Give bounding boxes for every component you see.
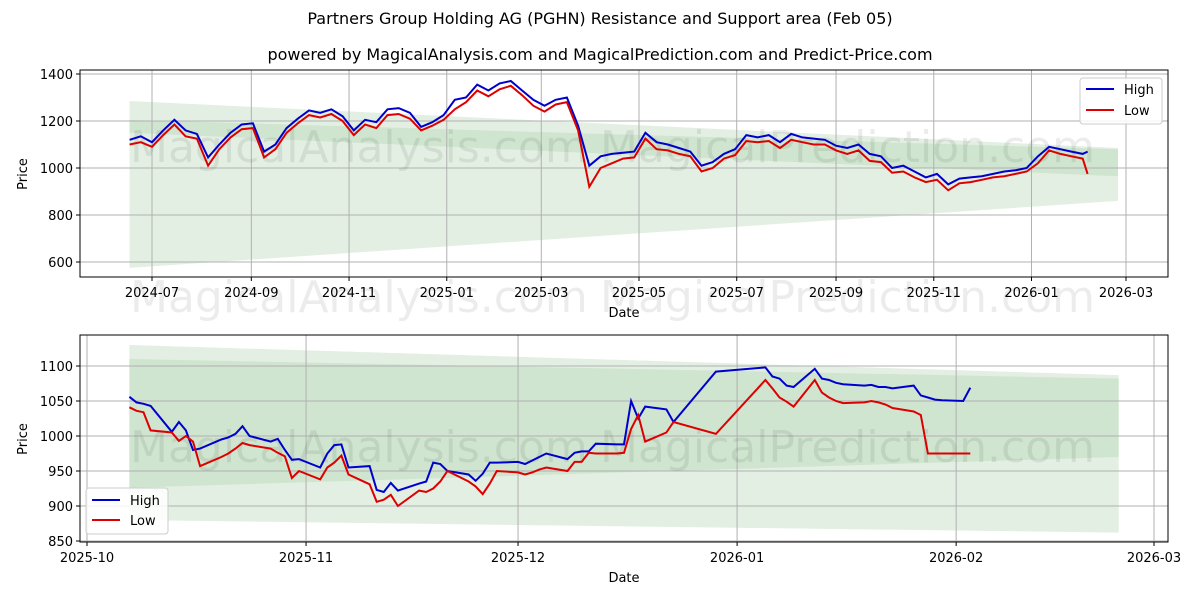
y-tick-label: 1000 [40, 162, 73, 177]
low-series-line [129, 84, 1089, 192]
y-tick-label: 1000 [40, 430, 73, 445]
x-tick-label: 2025-01 [420, 286, 474, 301]
grid-lines [80, 335, 1168, 542]
x-tick-label: 2025-09 [809, 286, 863, 301]
y-tick-label: 1200 [40, 115, 73, 130]
watermark-text: MagicalPrediction.com [600, 272, 1095, 323]
legend-low-label: Low [130, 514, 156, 529]
watermark-text: MagicalAnalysis.com [130, 422, 588, 473]
x-tick-label: 2026-01 [710, 551, 764, 566]
bottom-price-chart: MagicalAnalysis.com MagicalPrediction.com… [16, 334, 1181, 586]
axis-ticks: 2024-07 2024-09 2024-11 2025-01 2025-03 2025-… [40, 68, 1153, 301]
inner-band [129, 359, 1119, 488]
chart-subtitle: powered by MagicalAnalysis.com and Magic… [267, 45, 933, 64]
grid-lines [80, 70, 1168, 277]
x-tick-label: 2025-11 [907, 286, 961, 301]
watermark-text: MagicalPrediction.com [600, 422, 1095, 473]
x-tick-label: 2026-02 [929, 551, 983, 566]
legend-high-label: High [130, 494, 160, 509]
x-tick-label: 2026-03 [1127, 551, 1181, 566]
plot-frame [79, 334, 1169, 543]
y-tick-label: 950 [48, 465, 73, 480]
x-tick-label: 2025-05 [612, 286, 666, 301]
x-tick-label: 2024-07 [125, 286, 179, 301]
x-tick-label: 2025-11 [279, 551, 333, 566]
x-tick-label: 2024-09 [224, 286, 278, 301]
y-tick-label: 1050 [40, 395, 73, 410]
x-tick-label: 2026-01 [1004, 286, 1058, 301]
y-tick-label: 900 [48, 500, 73, 515]
top-price-chart: MagicalAnalysis.com MagicalPrediction.com… [16, 68, 1169, 323]
y-axis-label: Price [16, 423, 31, 455]
legend-high-label: High [1124, 83, 1154, 98]
x-axis-label: Date [608, 306, 639, 321]
x-tick-label: 2025-07 [710, 286, 764, 301]
y-tick-label: 800 [48, 209, 73, 224]
y-tick-label: 1400 [40, 68, 73, 83]
y-tick-label: 850 [48, 535, 73, 550]
watermark-text: MagicalAnalysis.com [130, 272, 588, 323]
legend: High Low [85, 487, 169, 535]
legend-low-label: Low [1124, 104, 1150, 119]
y-tick-label: 600 [48, 256, 73, 271]
high-series-line [128, 366, 972, 494]
y-tick-label: 1100 [40, 360, 73, 375]
x-tick-label: 2026-03 [1099, 286, 1153, 301]
y-axis-label: Price [16, 158, 31, 190]
high-series-line [129, 79, 1089, 186]
inner-band [129, 119, 1118, 177]
support-resistance-bands [129, 101, 1118, 268]
x-axis-label: Date [608, 571, 639, 586]
axis-ticks: 2025-10 2025-11 2025-12 2026-01 2026-02 2026-… [40, 360, 1181, 566]
plot-frame [79, 69, 1169, 278]
x-tick-label: 2025-12 [491, 551, 545, 566]
watermark: MagicalAnalysis.com MagicalPrediction.com [130, 422, 1095, 473]
x-tick-label: 2025-03 [514, 286, 568, 301]
low-series-line [128, 378, 971, 508]
x-tick-label: 2025-10 [60, 551, 114, 566]
chart-title: Partners Group Holding AG (PGHN) Resista… [307, 9, 893, 28]
legend: High Low [1079, 77, 1163, 125]
x-tick-label: 2024-11 [322, 286, 376, 301]
